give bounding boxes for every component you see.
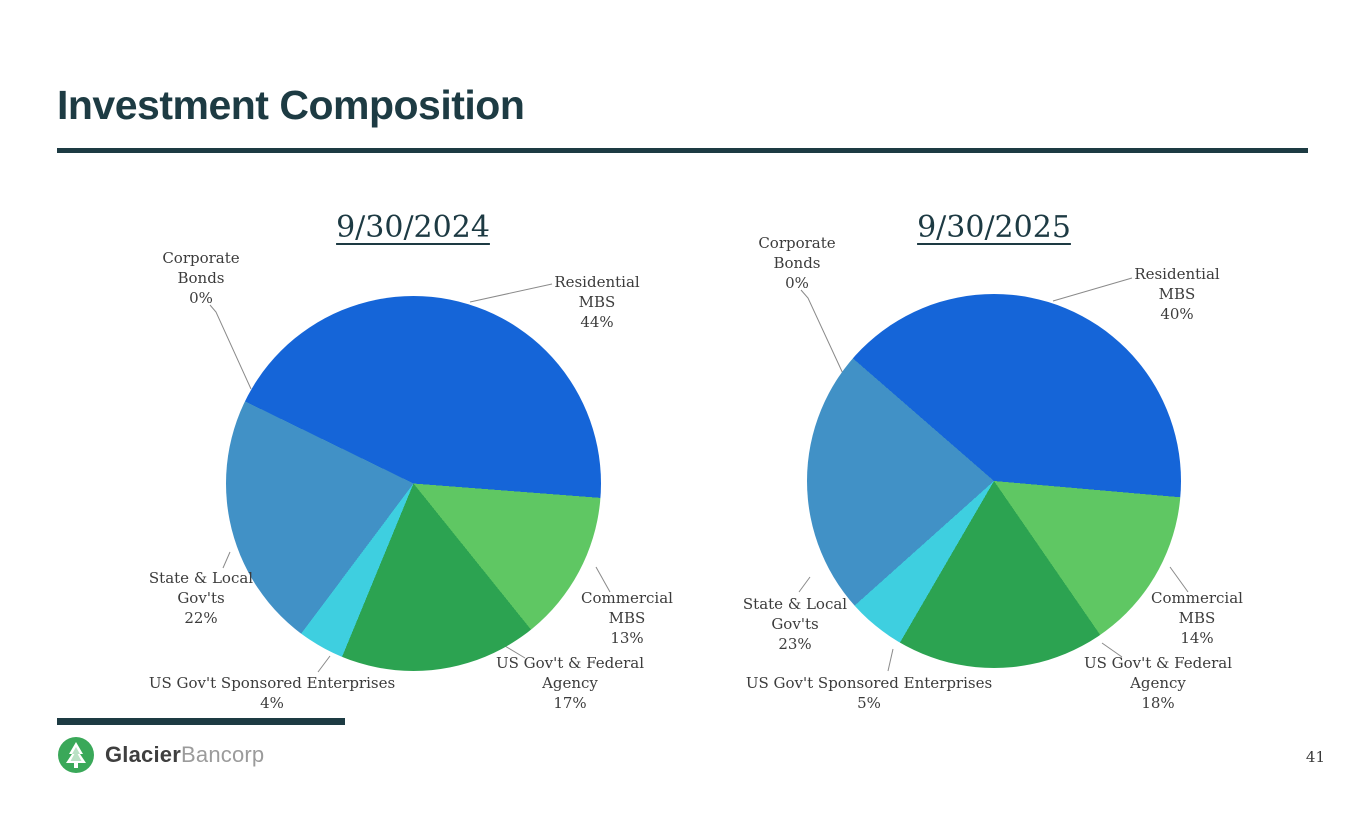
label-corporate-bonds: Corporate Bonds 0% <box>758 234 836 292</box>
leader-line <box>317 655 331 673</box>
chart-title-2024: 9/30/2024 <box>336 210 490 245</box>
glacier-bancorp-logo: GlacierBancorp <box>57 736 264 774</box>
logo-name: Glacier <box>105 742 182 767</box>
title-divider-rule <box>57 148 1308 153</box>
label-sponsored-enterprises: US Gov't Sponsored Enterprises 4% <box>148 674 396 712</box>
chart-title-2025: 9/30/2025 <box>917 210 1071 245</box>
label-fed-agency: US Gov't & Federal Agency 17% <box>495 654 645 712</box>
logo-suffix: Bancorp <box>181 742 265 767</box>
leader-line <box>222 551 231 569</box>
label-state-local-govts: State & Local Gov'ts 23% <box>742 595 848 653</box>
leader-line <box>887 648 894 672</box>
pie-chart-2024 <box>226 296 601 671</box>
leader-line <box>800 289 846 379</box>
page-number: 41 <box>1305 748 1325 766</box>
footer-accent-bar <box>57 718 345 725</box>
label-commercial-mbs: Commercial MBS 13% <box>581 589 673 647</box>
label-commercial-mbs: Commercial MBS 14% <box>1151 589 1243 647</box>
label-state-local-govts: State & Local Gov'ts 22% <box>148 569 254 627</box>
label-sponsored-enterprises: US Gov't Sponsored Enterprises 5% <box>745 674 993 712</box>
label-residential-mbs: Residential MBS 40% <box>1134 265 1220 323</box>
label-fed-agency: US Gov't & Federal Agency 18% <box>1083 654 1233 712</box>
leader-line <box>798 576 811 593</box>
pie-chart-2025 <box>807 294 1181 668</box>
page-title: Investment Composition <box>57 82 525 128</box>
logo-wordmark: GlacierBancorp <box>105 742 264 768</box>
leader-line <box>209 304 252 390</box>
glacier-tree-icon <box>58 737 94 773</box>
label-corporate-bonds: Corporate Bonds 0% <box>162 249 240 307</box>
label-residential-mbs: Residential MBS 44% <box>554 273 640 331</box>
